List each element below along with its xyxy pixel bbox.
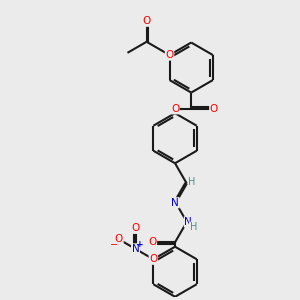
Text: +: + [136,240,143,249]
Text: O: O [131,223,140,233]
Text: N: N [171,198,179,208]
Text: N: N [132,244,140,254]
Text: N: N [184,217,192,227]
Text: O: O [149,254,158,264]
Text: −: − [110,240,118,250]
Text: H: H [190,222,197,232]
Text: O: O [165,50,174,60]
Text: O: O [142,16,151,26]
Text: O: O [210,104,218,114]
Text: O: O [171,104,179,114]
Text: H: H [188,177,196,187]
Text: O: O [115,234,123,244]
Text: O: O [148,237,157,247]
